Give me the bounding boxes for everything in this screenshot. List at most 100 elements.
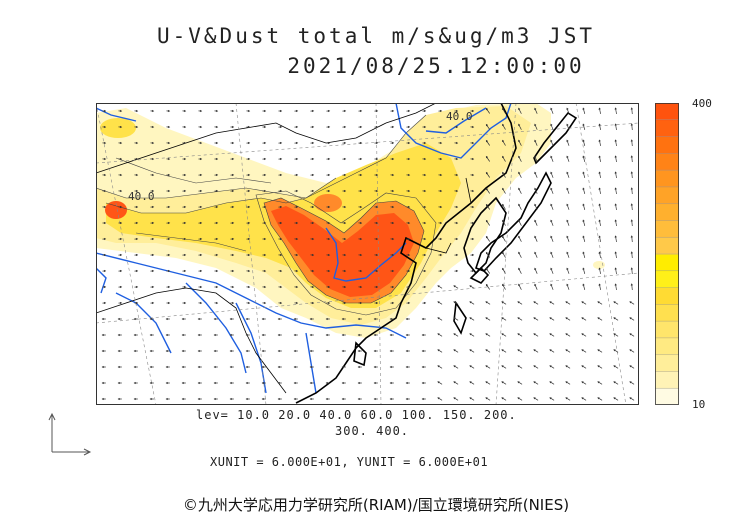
wind-arrow <box>550 251 554 258</box>
wind-arrow <box>517 333 523 337</box>
wind-arrow <box>133 365 138 369</box>
wind-arrow <box>374 173 379 177</box>
wind-arrow <box>118 221 123 225</box>
wind-arrow <box>390 141 395 145</box>
wind-arrow <box>246 285 251 289</box>
wind-arrow <box>389 349 394 353</box>
wind-arrow <box>230 157 235 161</box>
wind-arrow <box>485 235 490 242</box>
wind-arrow <box>502 235 506 242</box>
wind-arrow <box>470 205 475 209</box>
wind-arrow <box>405 381 410 385</box>
wind-arrow <box>214 189 219 193</box>
colorbar-band <box>655 270 679 289</box>
wind-arrow <box>246 253 251 257</box>
wind-arrow <box>118 205 123 209</box>
wind-arrow <box>581 365 587 369</box>
wind-arrow <box>534 203 538 210</box>
wind-arrow <box>518 219 522 226</box>
wind-arrow <box>229 397 234 401</box>
coastlines <box>295 103 578 404</box>
colorbar-band <box>655 304 679 322</box>
wind-arrow <box>261 381 266 385</box>
wind-arrow <box>101 381 106 385</box>
wind-arrow <box>374 269 379 273</box>
colorbar-band <box>655 220 679 238</box>
wind-arrow <box>373 349 378 353</box>
wind-arrow <box>245 365 250 369</box>
wind-arrow <box>101 333 106 337</box>
wind-arrow <box>358 173 363 177</box>
wind-arrow <box>566 219 570 226</box>
wind-arrow <box>149 381 154 385</box>
wind-arrow <box>342 269 347 273</box>
wind-arrow <box>597 301 603 305</box>
wind-arrow <box>245 381 250 385</box>
wind-arrow <box>326 109 331 113</box>
wind-arrow <box>134 253 139 257</box>
wind-arrow <box>437 285 443 289</box>
wind-arrow <box>437 381 443 385</box>
colorbar-band <box>655 287 679 305</box>
wind-arrow <box>341 381 346 385</box>
wind-arrow <box>485 219 490 226</box>
wind-arrow <box>453 333 459 337</box>
wind-arrow <box>214 205 219 209</box>
wind-arrow <box>166 301 171 305</box>
wind-arrow <box>358 221 363 225</box>
wind-arrow <box>198 253 203 257</box>
wind-arrow <box>501 365 507 369</box>
wind-arrow <box>581 333 587 337</box>
wind-arrow <box>630 187 633 195</box>
wind-arrow <box>229 365 234 369</box>
wind-arrow <box>485 317 491 321</box>
wind-arrow <box>613 397 619 401</box>
wind-arrow <box>614 139 617 147</box>
wind-arrow <box>454 141 459 145</box>
wind-arrow <box>166 285 171 289</box>
wind-arrow <box>454 205 459 209</box>
colorbar-min-label: 10 <box>692 398 706 411</box>
wind-arrow <box>566 123 570 130</box>
wind-arrow <box>102 285 107 289</box>
wind-arrow <box>342 285 347 289</box>
wind-arrow <box>374 125 379 129</box>
wind-arrow <box>373 317 378 321</box>
wind-arrow <box>341 317 346 321</box>
wind-arrow <box>581 301 587 305</box>
wind-arrow <box>438 237 443 241</box>
wind-arrow <box>133 349 138 353</box>
wind-arrow <box>534 235 538 242</box>
wind-arrow <box>629 397 635 401</box>
wind-arrow <box>390 285 395 289</box>
map-frame <box>96 103 639 405</box>
wind-arrow <box>534 171 538 178</box>
wind-arrow <box>325 397 330 401</box>
wind-arrow <box>438 141 443 145</box>
wind-arrow <box>230 269 235 273</box>
wind-arrow <box>149 365 154 369</box>
wind-arrow <box>614 267 617 275</box>
wind-arrow <box>182 253 187 257</box>
wind-arrow <box>373 365 378 369</box>
wind-arrow <box>373 397 378 401</box>
wind-arrow <box>277 317 282 321</box>
wind-arrow <box>326 205 331 209</box>
wind-arrow <box>197 317 202 321</box>
wind-arrow <box>565 317 571 321</box>
colorbar-band <box>655 186 679 205</box>
wind-arrow <box>566 155 570 162</box>
wind-arrow <box>198 125 203 129</box>
wind-arrow <box>630 123 633 131</box>
wind-arrow <box>165 397 170 401</box>
wind-arrow <box>566 283 570 290</box>
wind-arrow <box>310 237 315 241</box>
wind-arrow <box>438 189 443 193</box>
wind-arrow <box>213 365 218 369</box>
wind-arrow <box>374 205 379 209</box>
wind-arrow <box>534 139 538 146</box>
wind-arrow <box>374 157 379 161</box>
wind-arrow <box>149 317 154 321</box>
wind-arrow <box>262 253 267 257</box>
wind-arrow <box>390 221 395 225</box>
